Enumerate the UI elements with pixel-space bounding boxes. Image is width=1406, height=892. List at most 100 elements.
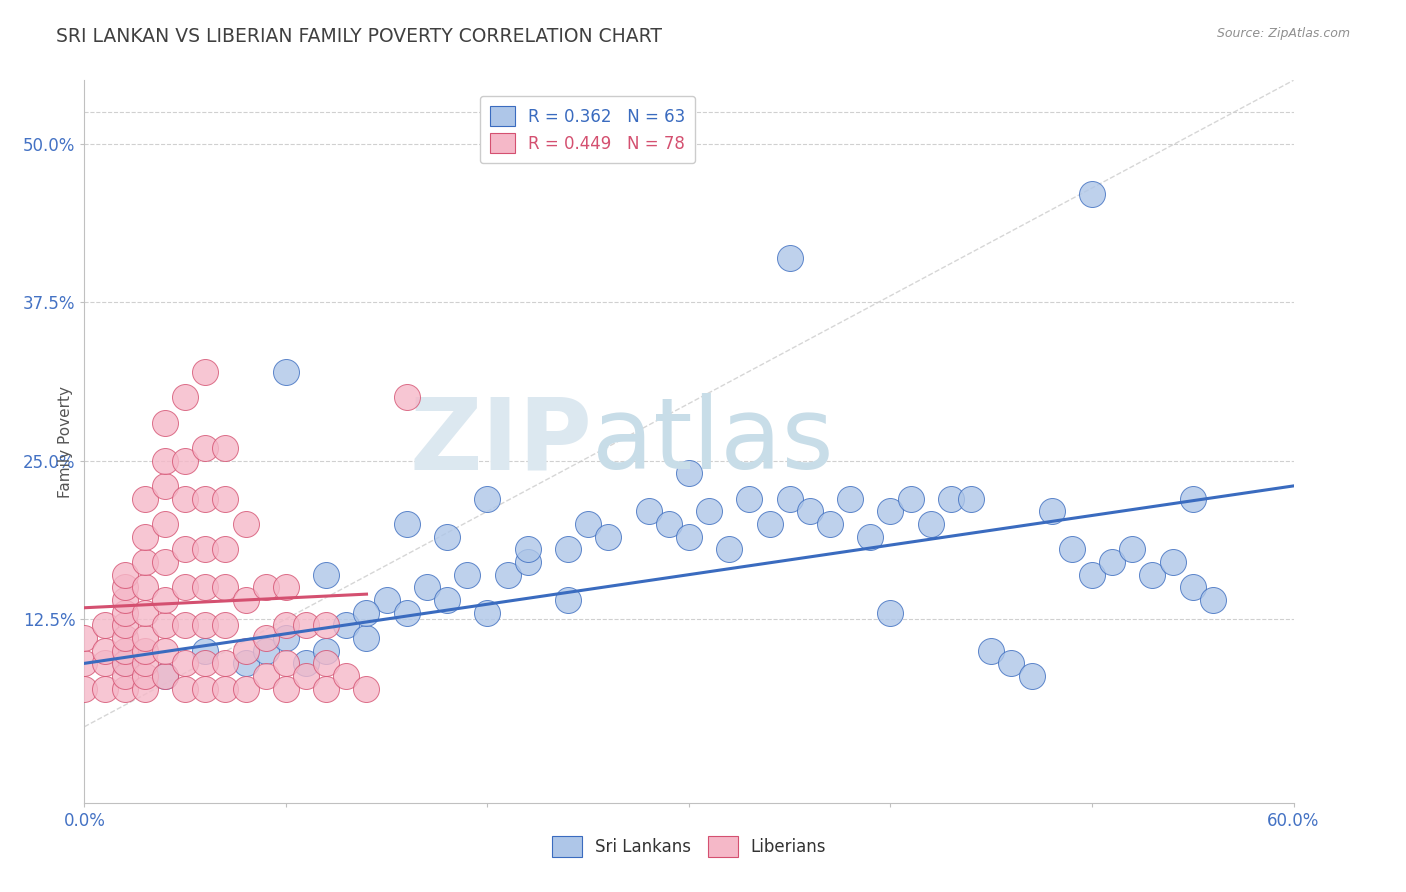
Point bbox=[134, 491, 156, 506]
Point bbox=[214, 657, 236, 671]
Point bbox=[456, 567, 478, 582]
Point bbox=[114, 643, 136, 657]
Text: Source: ZipAtlas.com: Source: ZipAtlas.com bbox=[1216, 27, 1350, 40]
Point bbox=[194, 681, 217, 696]
Point bbox=[1202, 593, 1225, 607]
Point bbox=[637, 504, 659, 518]
Point bbox=[697, 504, 720, 518]
Point bbox=[114, 580, 136, 594]
Text: SRI LANKAN VS LIBERIAN FAMILY POVERTY CORRELATION CHART: SRI LANKAN VS LIBERIAN FAMILY POVERTY CO… bbox=[56, 27, 662, 45]
Point bbox=[134, 555, 156, 569]
Point bbox=[153, 643, 176, 657]
Point bbox=[214, 491, 236, 506]
Point bbox=[274, 618, 297, 632]
Point bbox=[114, 681, 136, 696]
Text: ZIP: ZIP bbox=[409, 393, 592, 490]
Point bbox=[194, 643, 217, 657]
Point bbox=[658, 516, 681, 531]
Point bbox=[235, 681, 257, 696]
Point bbox=[174, 580, 197, 594]
Point bbox=[134, 580, 156, 594]
Point bbox=[153, 516, 176, 531]
Point bbox=[1081, 567, 1104, 582]
Point bbox=[93, 618, 115, 632]
Point bbox=[134, 643, 156, 657]
Legend: Sri Lankans, Liberians: Sri Lankans, Liberians bbox=[541, 826, 837, 867]
Point bbox=[678, 467, 700, 481]
Point bbox=[153, 479, 176, 493]
Point bbox=[557, 593, 579, 607]
Point bbox=[1021, 669, 1043, 683]
Point bbox=[134, 606, 156, 620]
Point bbox=[395, 606, 418, 620]
Point bbox=[114, 593, 136, 607]
Point bbox=[194, 491, 217, 506]
Point bbox=[576, 516, 599, 531]
Point bbox=[174, 618, 197, 632]
Point bbox=[1161, 555, 1184, 569]
Point bbox=[1000, 657, 1022, 671]
Point bbox=[738, 491, 761, 506]
Point bbox=[214, 441, 236, 455]
Point bbox=[134, 631, 156, 645]
Point bbox=[114, 618, 136, 632]
Point bbox=[235, 593, 257, 607]
Point bbox=[939, 491, 962, 506]
Point bbox=[1142, 567, 1164, 582]
Point bbox=[174, 542, 197, 557]
Point bbox=[1081, 187, 1104, 202]
Point bbox=[214, 580, 236, 594]
Point bbox=[134, 669, 156, 683]
Point bbox=[436, 530, 458, 544]
Point bbox=[114, 631, 136, 645]
Point bbox=[254, 643, 277, 657]
Point bbox=[356, 606, 378, 620]
Point bbox=[254, 580, 277, 594]
Point bbox=[758, 516, 780, 531]
Point bbox=[315, 657, 337, 671]
Point bbox=[214, 618, 236, 632]
Point bbox=[900, 491, 922, 506]
Point bbox=[254, 631, 277, 645]
Text: atlas: atlas bbox=[592, 393, 834, 490]
Point bbox=[174, 681, 197, 696]
Point bbox=[153, 555, 176, 569]
Point bbox=[1040, 504, 1063, 518]
Point bbox=[114, 657, 136, 671]
Point bbox=[194, 657, 217, 671]
Point bbox=[315, 567, 337, 582]
Point bbox=[496, 567, 519, 582]
Point bbox=[980, 643, 1002, 657]
Point bbox=[859, 530, 882, 544]
Point bbox=[153, 669, 176, 683]
Point bbox=[779, 251, 801, 265]
Point bbox=[779, 491, 801, 506]
Point bbox=[235, 643, 257, 657]
Point bbox=[395, 390, 418, 404]
Point bbox=[356, 681, 378, 696]
Point bbox=[879, 606, 901, 620]
Point bbox=[315, 681, 337, 696]
Point bbox=[678, 530, 700, 544]
Point bbox=[356, 631, 378, 645]
Point bbox=[153, 416, 176, 430]
Point bbox=[93, 643, 115, 657]
Point bbox=[477, 491, 499, 506]
Point bbox=[295, 657, 318, 671]
Point bbox=[153, 618, 176, 632]
Point bbox=[718, 542, 741, 557]
Point bbox=[174, 491, 197, 506]
Point bbox=[274, 631, 297, 645]
Point bbox=[416, 580, 439, 594]
Point bbox=[114, 567, 136, 582]
Point bbox=[395, 516, 418, 531]
Point bbox=[134, 530, 156, 544]
Point bbox=[274, 580, 297, 594]
Point bbox=[194, 542, 217, 557]
Point bbox=[516, 542, 538, 557]
Point bbox=[839, 491, 862, 506]
Point bbox=[1181, 491, 1204, 506]
Point bbox=[194, 441, 217, 455]
Point bbox=[214, 681, 236, 696]
Point bbox=[134, 657, 156, 671]
